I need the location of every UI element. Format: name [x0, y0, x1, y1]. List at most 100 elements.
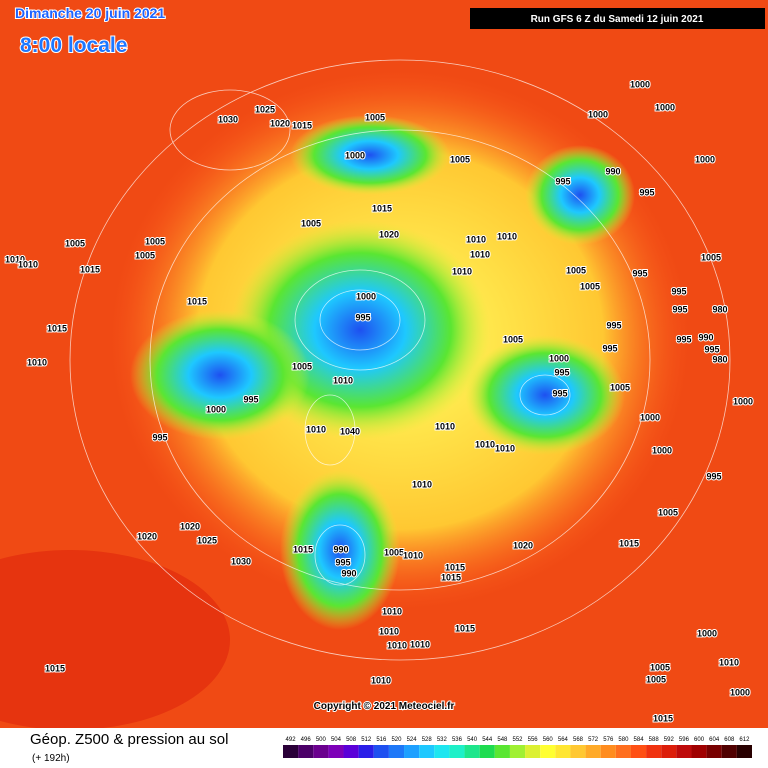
legend-swatch [646, 745, 662, 758]
isobar-label: 995 [671, 286, 686, 296]
legend-swatch [479, 745, 495, 758]
isobar-label: 990 [698, 332, 713, 342]
legend-swatch [570, 745, 586, 758]
legend-label: 584 [634, 737, 645, 743]
legend-label: 592 [664, 737, 675, 743]
legend-label: 500 [316, 737, 327, 743]
isobar-label: 995 [672, 304, 687, 314]
isobar-label: 995 [152, 432, 167, 442]
isobar-label: 1010 [719, 657, 739, 667]
legend-swatch [373, 745, 389, 758]
isobar-label: 1010 [410, 639, 430, 649]
isobar-label: 1010 [497, 231, 517, 241]
isobar-label: 1025 [197, 535, 217, 545]
legend-swatch [676, 745, 692, 758]
legend-label: 552 [512, 737, 523, 743]
isobar-label: 1015 [45, 663, 65, 673]
legend-swatch [449, 745, 465, 758]
isobar-label: 1015 [293, 544, 313, 554]
isobar-label: 1000 [345, 150, 365, 160]
legend-label: 568 [573, 737, 584, 743]
isobar-label: 1010 [333, 375, 353, 385]
legend-label: 576 [603, 737, 614, 743]
time-label: 8:00 locale [20, 34, 127, 57]
legend-label: 608 [724, 737, 735, 743]
isobar-label: 1020 [270, 118, 290, 128]
legend-swatch [494, 745, 510, 758]
legend-label: 536 [452, 737, 463, 743]
legend-label: 528 [422, 737, 433, 743]
isobar-label: 1000 [652, 445, 672, 455]
legend-label: 496 [301, 737, 312, 743]
isobar-label: 1005 [658, 507, 678, 517]
legend-swatch [600, 745, 616, 758]
isobar-label: 1000 [549, 353, 569, 363]
legend-swatch [388, 745, 405, 758]
legend-label: 596 [679, 737, 690, 743]
isobar-label: 1030 [231, 556, 251, 566]
legend-swatch [509, 745, 526, 758]
legend-swatch [283, 745, 299, 758]
isobar-label: 1005 [701, 252, 721, 262]
isobar-label: 1005 [450, 154, 470, 164]
isobar-label: 1005 [384, 547, 404, 557]
isobar-label: 1010 [382, 606, 402, 616]
isobar-label: 1005 [365, 112, 385, 122]
isobar-label: 1000 [640, 412, 660, 422]
legend-swatch [525, 745, 541, 758]
isobar-label: 1000 [733, 396, 753, 406]
legend-label: 564 [558, 737, 569, 743]
isobar-label: 1010 [435, 421, 455, 431]
isobar-label: 995 [676, 334, 691, 344]
isobar-label: 995 [639, 187, 654, 197]
legend-swatch [721, 745, 737, 758]
isobar-label: 995 [706, 471, 721, 481]
run-box [470, 8, 765, 29]
isobar-label: 1015 [47, 323, 67, 333]
isobar-label: 990 [333, 544, 348, 554]
legend-label: 580 [618, 737, 629, 743]
legend-label: 600 [694, 737, 705, 743]
isobar-label: 1010 [387, 640, 407, 650]
isobar-label: 1005 [646, 674, 666, 684]
isobar-label: 1015 [292, 120, 312, 130]
legend-swatch [661, 745, 677, 758]
isobar-label: 1010 [27, 357, 47, 367]
isobar-label: 980 [712, 304, 727, 314]
isobar-label: 1005 [580, 281, 600, 291]
legend-label: 612 [739, 737, 750, 743]
footer-subtitle: (+ 192h) [32, 753, 70, 764]
isobar-label: 1000 [588, 109, 608, 119]
isobar-label: 1010 [18, 259, 38, 269]
isobar-label: 1010 [379, 626, 399, 636]
isobar-label: 1005 [135, 250, 155, 260]
isobar-label: 1000 [730, 687, 750, 697]
isobar-label: 995 [704, 344, 719, 354]
legend-label: 492 [286, 737, 297, 743]
isobar-label: 990 [605, 166, 620, 176]
isobar-label: 1010 [475, 439, 495, 449]
legend-label: 524 [407, 737, 418, 743]
isobar-label: 1015 [80, 264, 100, 274]
isobar-label: 1005 [650, 662, 670, 672]
legend-label: 572 [588, 737, 599, 743]
isobar-label: 1005 [301, 218, 321, 228]
isobar-label: 1020 [379, 229, 399, 239]
copyright: Copyright © 2021 Meteociel.fr [314, 701, 455, 712]
isobar-label: 990 [341, 568, 356, 578]
isobar-label: 1025 [255, 104, 275, 114]
isobar-label: 1005 [503, 334, 523, 344]
isobar-label: 1000 [630, 79, 650, 89]
isobar-label: 1010 [403, 550, 423, 560]
legend-swatch [313, 745, 329, 758]
legend-swatch [343, 745, 359, 758]
isobar-label: 1030 [218, 114, 238, 124]
legend-label: 516 [376, 737, 387, 743]
isobar-label: 995 [335, 557, 350, 567]
footer-title: Géop. Z500 & pression au sol [30, 731, 228, 748]
isobar-label: 1020 [137, 531, 157, 541]
legend-label: 544 [482, 737, 493, 743]
isobar-label: 995 [243, 394, 258, 404]
isobar-label: 1005 [65, 238, 85, 248]
legend-swatch [540, 745, 556, 758]
